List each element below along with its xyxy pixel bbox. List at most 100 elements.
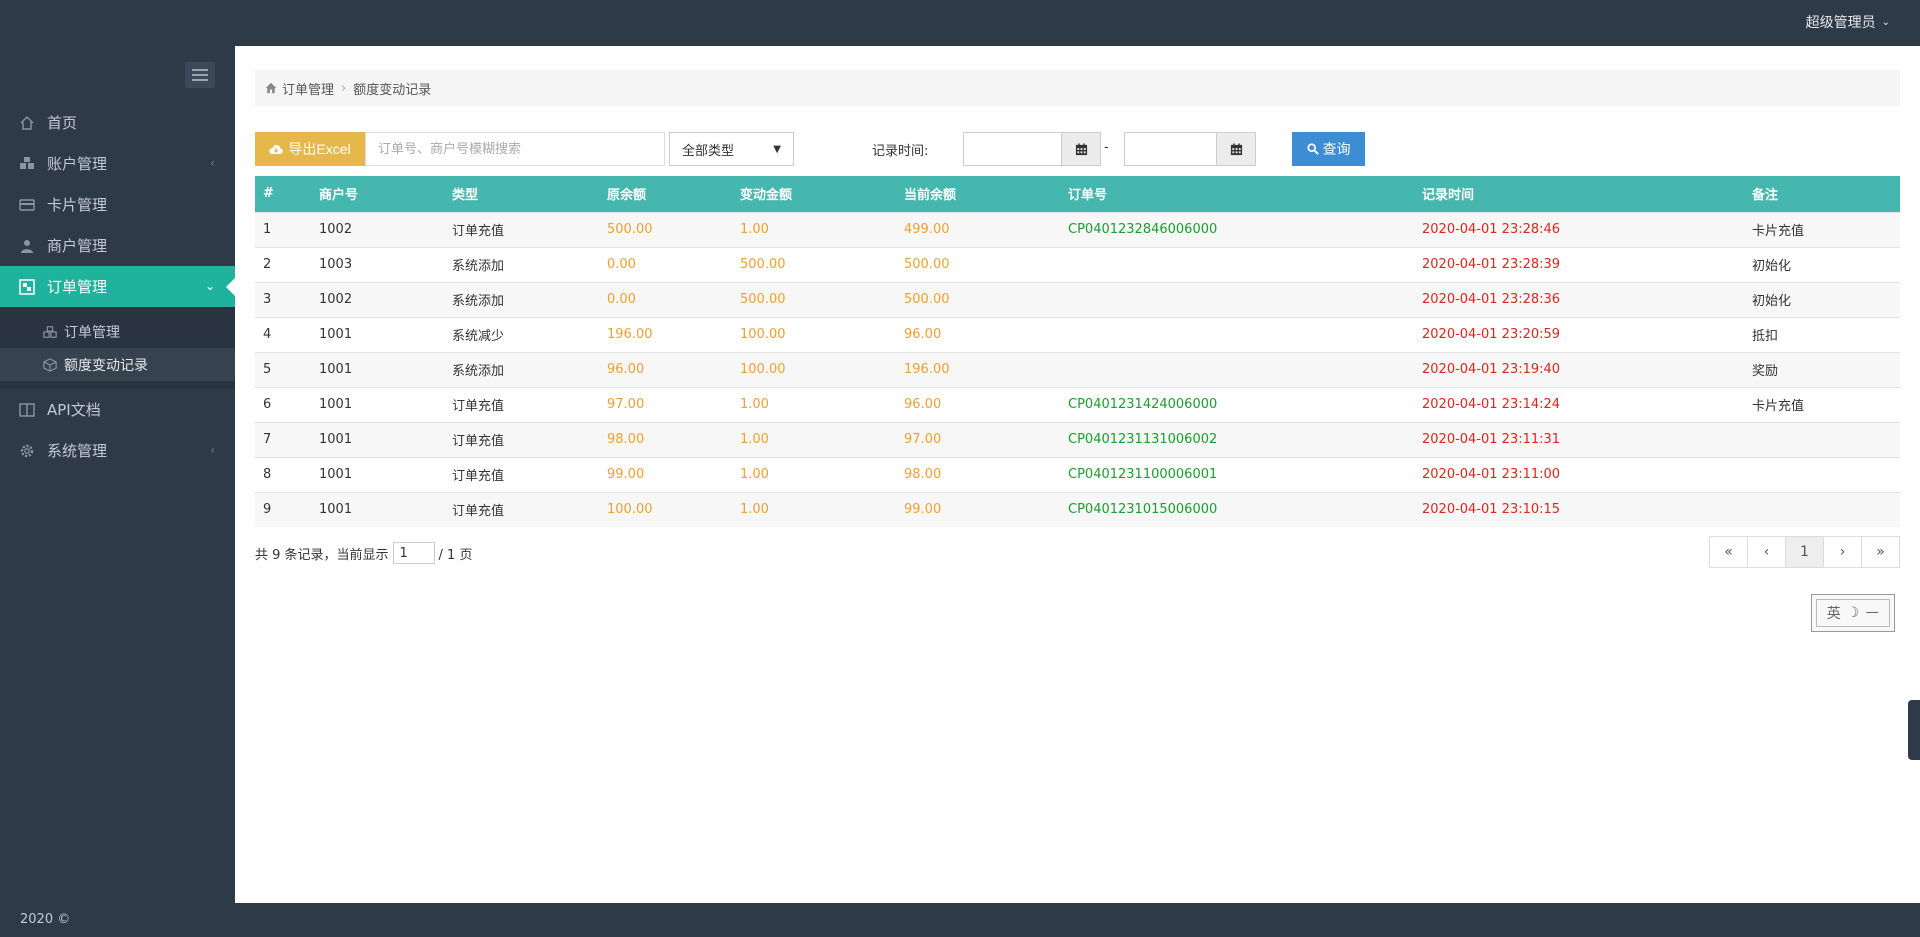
table-cell: 1003 xyxy=(311,246,444,282)
table-cell: 500.00 xyxy=(896,246,1060,282)
table-cell: 499.00 xyxy=(896,211,1060,247)
sidebar-item-label: 商户管理 xyxy=(47,237,108,255)
sub-item-balance-records[interactable]: 额度变动记录 xyxy=(0,348,235,381)
table-cell xyxy=(1744,421,1900,457)
start-date-picker-button[interactable] xyxy=(1061,132,1101,166)
caret-down-icon: ▼ xyxy=(773,143,781,155)
table-cell: 2020-04-01 23:28:36 xyxy=(1414,281,1744,317)
ime-status-widget[interactable]: 英 ☽ ㇐ xyxy=(1811,594,1895,632)
table-cell: 1.00 xyxy=(732,421,896,457)
table-cell: 卡片充值 xyxy=(1744,211,1900,247)
table-cell: 96.00 xyxy=(896,316,1060,352)
balance-records-table: # 商户号 类型 原余额 变动金额 当前余额 订单号 记录时间 备注 1 1002… xyxy=(255,176,1900,527)
table-cell: 2020-04-01 23:19:40 xyxy=(1414,351,1744,387)
chevron-down-icon: ⌄ xyxy=(204,279,215,293)
table-cell: 1001 xyxy=(311,421,444,457)
column-header: 备注 xyxy=(1744,176,1900,212)
home-icon xyxy=(265,82,277,94)
table-cell: 196.00 xyxy=(896,351,1060,387)
sidebar-item-label: API文档 xyxy=(47,401,101,419)
column-header: 类型 xyxy=(444,176,599,212)
table-cell: 0.00 xyxy=(599,281,732,317)
column-header: 变动金额 xyxy=(732,176,896,212)
sub-item-label: 订单管理 xyxy=(64,324,120,341)
table-row: 8 1001 订单充值 99.00 1.00 98.00 CP040123110000600… xyxy=(255,456,1900,492)
table-cell: 1.00 xyxy=(732,491,896,527)
toolbar: 导出Excel 全部类型 ▼ 记录时间: - 查询 xyxy=(255,132,1900,167)
search-icon xyxy=(1306,143,1319,155)
table-cell: 抵扣 xyxy=(1744,316,1900,352)
user-menu[interactable]: 超级管理员 ⌄ xyxy=(1806,0,1890,46)
sidebar-item-merchants[interactable]: 商户管理 xyxy=(0,225,235,266)
sidebar-item-accounts[interactable]: 账户管理 ‹ xyxy=(0,143,235,184)
search-input[interactable] xyxy=(365,132,665,166)
cloud-download-icon xyxy=(269,144,284,154)
export-excel-button[interactable]: 导出Excel xyxy=(255,132,365,166)
last-page-button[interactable]: » xyxy=(1861,536,1900,568)
table-cell: 8 xyxy=(255,456,311,492)
cube-icon xyxy=(42,357,58,373)
sidebar-item-api-docs[interactable]: API文档 xyxy=(0,389,235,430)
table-cell: 5 xyxy=(255,351,311,387)
table-cell: 1001 xyxy=(311,456,444,492)
table-cell: 2020-04-01 23:20:59 xyxy=(1414,316,1744,352)
sidebar-item-system[interactable]: 系统管理 ‹ xyxy=(0,430,235,471)
table-row: 4 1001 系统减少 196.00 100.00 96.00 2020-04-01 23:… xyxy=(255,316,1900,352)
end-date-picker-button[interactable] xyxy=(1216,132,1256,166)
table-cell: 初始化 xyxy=(1744,281,1900,317)
table-cell: 2020-04-01 23:10:15 xyxy=(1414,491,1744,527)
sidebar-item-label: 卡片管理 xyxy=(47,196,108,214)
next-page-button[interactable]: › xyxy=(1823,536,1862,568)
table-cell: 初始化 xyxy=(1744,246,1900,282)
table-cell: 2020-04-01 23:28:46 xyxy=(1414,211,1744,247)
table-cell: 96.00 xyxy=(896,386,1060,422)
moon-icon: ☽ xyxy=(1846,605,1860,621)
table-row: 9 1001 订单充值 100.00 1.00 99.00 CP04012310150060… xyxy=(255,491,1900,527)
table-cell: 1.00 xyxy=(732,386,896,422)
table-row: 7 1001 订单充值 98.00 1.00 97.00 CP040123113100600… xyxy=(255,421,1900,457)
breadcrumb-parent[interactable]: 订单管理 xyxy=(282,82,335,98)
table-cell: 奖励 xyxy=(1744,351,1900,387)
cubes-icon xyxy=(42,324,58,340)
table-cell: 196.00 xyxy=(599,316,732,352)
home-icon xyxy=(18,114,36,132)
chevron-left-icon: ‹ xyxy=(210,443,215,457)
table-cell: 1001 xyxy=(311,351,444,387)
table-cell: 订单充值 xyxy=(444,456,599,492)
table-cell: 卡片充值 xyxy=(1744,386,1900,422)
sidebar-item-cards[interactable]: 卡片管理 xyxy=(0,184,235,225)
table-cell: 系统添加 xyxy=(444,281,599,317)
table-cell xyxy=(1060,351,1414,387)
sidebar-item-label: 订单管理 xyxy=(47,278,108,296)
query-button[interactable]: 查询 xyxy=(1292,132,1365,166)
sidebar-toggle-button[interactable] xyxy=(185,62,215,88)
columns-icon xyxy=(18,401,36,419)
table-cell: 系统减少 xyxy=(444,316,599,352)
table-cell: 订单充值 xyxy=(444,211,599,247)
orders-subnav: 订单管理 额度变动记录 xyxy=(0,307,235,389)
table-cell: 1001 xyxy=(311,316,444,352)
prev-page-button[interactable]: ‹ xyxy=(1747,536,1786,568)
table-cell: 100.00 xyxy=(599,491,732,527)
table-cell: 1002 xyxy=(311,281,444,317)
type-select[interactable]: 全部类型 ▼ xyxy=(669,132,794,166)
user-icon xyxy=(18,237,36,255)
page-1-button[interactable]: 1 xyxy=(1785,536,1824,568)
pagination-info: 共 9 条记录，当前显示 / 1 页 xyxy=(255,542,472,564)
chevron-left-icon: ‹ xyxy=(210,156,215,170)
table-cell: CP0401232846006000 xyxy=(1060,211,1414,247)
sub-item-order-management[interactable]: 订单管理 xyxy=(0,315,235,348)
sidebar-item-label: 账户管理 xyxy=(47,155,108,173)
table-row: 6 1001 订单充值 97.00 1.00 96.00 CP040123142400600… xyxy=(255,386,1900,422)
sidebar-item-home[interactable]: 首页 xyxy=(0,102,235,143)
sidebar-item-orders[interactable]: 订单管理 ⌄ xyxy=(0,266,235,307)
type-select-value: 全部类型 xyxy=(682,143,735,159)
table-cell xyxy=(1744,456,1900,492)
side-edge-tab[interactable] xyxy=(1908,700,1920,760)
table-row: 3 1002 系统添加 0.00 500.00 500.00 2020-04-01 23:2… xyxy=(255,281,1900,317)
current-page-input[interactable] xyxy=(392,542,435,564)
first-page-button[interactable]: « xyxy=(1709,536,1748,568)
table-row: 1 1002 订单充值 500.00 1.00 499.00 CP0401232846006… xyxy=(255,211,1900,247)
table-cell: 100.00 xyxy=(732,316,896,352)
table-cell: CP0401231131006002 xyxy=(1060,421,1414,457)
